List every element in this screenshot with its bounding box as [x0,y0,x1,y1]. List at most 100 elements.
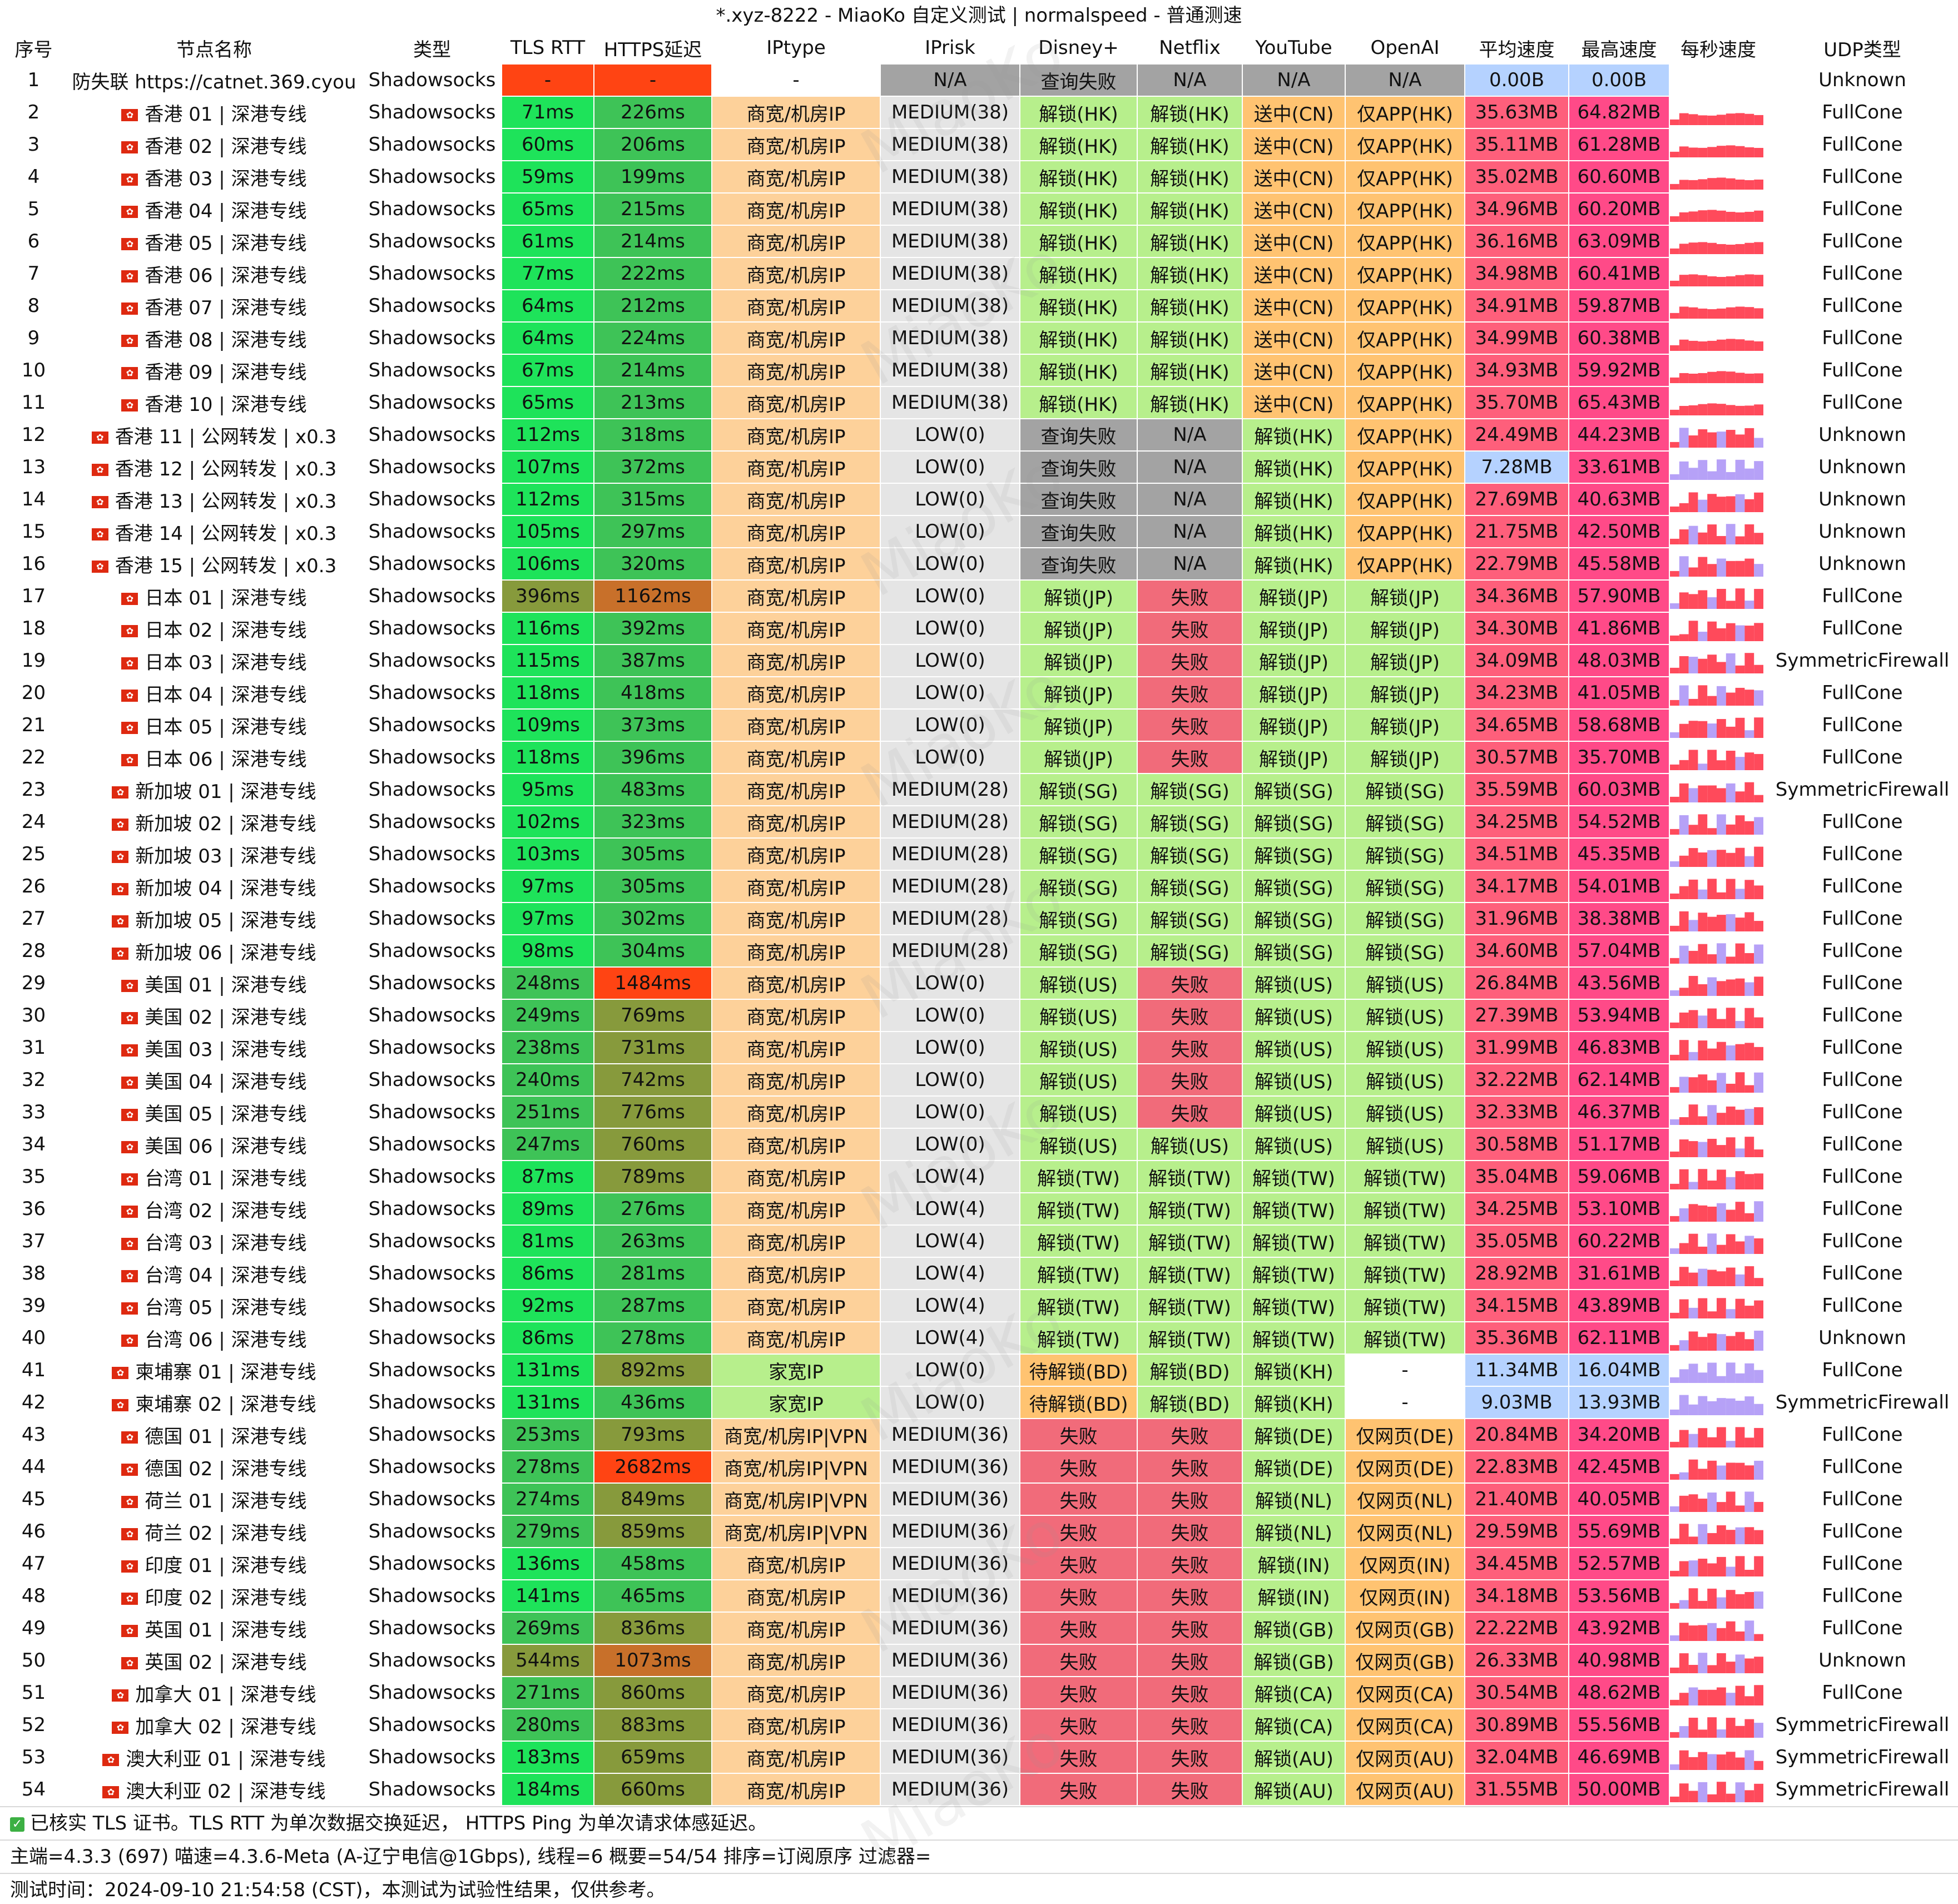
https-delay: 731ms [593,1031,712,1064]
table-row[interactable]: 25 ✿ 新加坡 03 | 深港专线 Shadowsocks 103ms 305ms 商宽/… [1,837,1958,871]
table-row[interactable]: 8 ✿ 香港 07 | 深港专线 Shadowsocks 64ms 212ms 商宽/机房I… [1,289,1958,323]
table-row[interactable]: 54 ✿ 澳大利亚 02 | 深港专线 Shadowsocks 184ms 660ms 商宽… [1,1773,1958,1806]
speed-bar [1726,145,1736,157]
table-row[interactable]: 22 ✿ 日本 06 | 深港专线 Shadowsocks 118ms 396ms 商宽/机… [1,741,1958,774]
table-row[interactable]: 23 ✿ 新加坡 01 | 深港专线 Shadowsocks 95ms 483ms 商宽/机… [1,773,1958,806]
table-row[interactable]: 46 ✿ 荷兰 02 | 深港专线 Shadowsocks 279ms 859ms 商宽/机… [1,1515,1958,1548]
table-row[interactable]: 28 ✿ 新加坡 06 | 深港专线 Shadowsocks 98ms 304ms 商宽/机… [1,934,1958,968]
table-row[interactable]: 15 ✿ 香港 14 | 公网转发 | x0.3 Shadowsocks 105ms 29… [1,515,1958,548]
table-row[interactable]: 48 ✿ 印度 02 | 深港专线 Shadowsocks 141ms 465ms 商宽/机… [1,1579,1958,1613]
udp-type: FullCone [1767,1095,1958,1129]
table-row[interactable]: 3 ✿ 香港 02 | 深港专线 Shadowsocks 60ms 206ms 商宽/机房I… [1,128,1958,161]
table-row[interactable]: 44 ✿ 德国 02 | 深港专线 Shadowsocks 278ms 2682ms 商宽/… [1,1450,1958,1484]
table-row[interactable]: 4 ✿ 香港 03 | 深港专线 Shadowsocks 59ms 199ms 商宽/机房I… [1,160,1958,194]
per-second-speed [1669,1612,1768,1645]
col-header-iprisk[interactable]: IPrisk [880,31,1020,65]
table-row[interactable]: 7 ✿ 香港 06 | 深港专线 Shadowsocks 77ms 222ms 商宽/机房I… [1,257,1958,290]
table-row[interactable]: 35 ✿ 台湾 01 | 深港专线 Shadowsocks 87ms 789ms 商宽/机房… [1,1160,1958,1193]
col-header-openai[interactable]: OpenAI [1345,31,1465,65]
openai-status: 仅APP(HK) [1345,450,1465,484]
table-row[interactable]: 12 ✿ 香港 11 | 公网转发 | x0.3 Shadowsocks 112ms 31… [1,418,1958,452]
per-second-speed [1669,192,1768,226]
max-speed: 53.10MB [1568,1192,1670,1226]
max-speed: 45.35MB [1568,837,1670,871]
table-row[interactable]: 18 ✿ 日本 02 | 深港专线 Shadowsocks 116ms 392ms 商宽/机… [1,612,1958,645]
col-header-per-second[interactable]: 每秒速度 [1669,31,1768,65]
table-row[interactable]: 24 ✿ 新加坡 02 | 深港专线 Shadowsocks 102ms 323ms 商宽/… [1,805,1958,839]
table-row[interactable]: 2 ✿ 香港 01 | 深港专线 Shadowsocks 71ms 226ms 商宽/机房I… [1,96,1958,129]
table-row[interactable]: 33 ✿ 美国 05 | 深港专线 Shadowsocks 251ms 776ms 商宽/机… [1,1095,1958,1129]
node-name-cell: ✿ 新加坡 02 | 深港专线 [65,805,363,839]
table-row[interactable]: 10 ✿ 香港 09 | 深港专线 Shadowsocks 67ms 214ms 商宽/机房… [1,354,1958,387]
speed-bar [1717,1244,1726,1254]
table-row[interactable]: 19 ✿ 日本 03 | 深港专线 Shadowsocks 115ms 387ms 商宽/机… [1,644,1958,677]
row-index: 10 [1,354,66,387]
table-row[interactable]: 6 ✿ 香港 05 | 深港专线 Shadowsocks 61ms 214ms 商宽/机房I… [1,225,1958,258]
speed-bar [1754,717,1763,738]
speed-bar [1717,459,1726,480]
speed-bar [1707,954,1717,964]
col-header-https-delay[interactable]: HTTPS延迟 [593,31,712,65]
col-header-tls-rtt[interactable]: TLS RTT [501,31,594,65]
col-header-max-speed[interactable]: 最高速度 [1568,31,1670,65]
youtube-status: 解锁(JP) [1242,708,1346,742]
table-row[interactable]: 14 ✿ 香港 13 | 公网转发 | x0.3 Shadowsocks 112ms 31… [1,483,1958,516]
table-row[interactable]: 13 ✿ 香港 12 | 公网转发 | x0.3 Shadowsocks 107ms 37… [1,450,1958,484]
col-header-disney[interactable]: Disney+ [1019,31,1138,65]
table-row[interactable]: 38 ✿ 台湾 04 | 深港专线 Shadowsocks 86ms 281ms 商宽/机房… [1,1257,1958,1290]
table-row[interactable]: 51 ✿ 加拿大 01 | 深港专线 Shadowsocks 271ms 860ms 商宽/… [1,1676,1958,1709]
table-row[interactable]: 30 ✿ 美国 02 | 深港专线 Shadowsocks 249ms 769ms 商宽/机… [1,999,1958,1032]
table-row[interactable]: 40 ✿ 台湾 06 | 深港专线 Shadowsocks 86ms 278ms 商宽/机房… [1,1321,1958,1355]
table-row[interactable]: 45 ✿ 荷兰 01 | 深港专线 Shadowsocks 274ms 849ms 商宽/机… [1,1482,1958,1516]
https-delay: 213ms [593,386,712,419]
youtube-status: 解锁(DE) [1242,1418,1346,1451]
table-row[interactable]: 29 ✿ 美国 01 | 深港专线 Shadowsocks 248ms 1484ms 商宽/… [1,966,1958,1000]
ip-type: 商宽/机房IP [711,96,881,129]
table-row[interactable]: 26 ✿ 新加坡 04 | 深港专线 Shadowsocks 97ms 305ms 商宽/机… [1,870,1958,903]
col-header-udp-type[interactable]: UDP类型 [1767,31,1958,65]
col-header-youtube[interactable]: YouTube [1242,31,1346,65]
table-row[interactable]: 1 防失联 https://catnet.369.cyou Shadowsocks -… [1,63,1958,97]
netflix-status: 解锁(HK) [1137,321,1243,355]
table-row[interactable]: 34 ✿ 美国 06 | 深港专线 Shadowsocks 247ms 760ms 商宽/机… [1,1128,1958,1161]
table-row[interactable]: 31 ✿ 美国 03 | 深港专线 Shadowsocks 238ms 731ms 商宽/机… [1,1031,1958,1064]
protocol-type: Shadowsocks [362,63,502,97]
https-delay: 226ms [593,96,712,129]
speed-bar [1707,564,1717,577]
table-row[interactable]: 42 ✿ 柬埔寨 02 | 深港专线 Shadowsocks 131ms 436ms 家宽I… [1,1386,1958,1419]
table-row[interactable]: 11 ✿ 香港 10 | 深港专线 Shadowsocks 65ms 213ms 商宽/机房… [1,386,1958,419]
speed-bar [1754,1107,1763,1125]
table-row[interactable]: 39 ✿ 台湾 05 | 深港专线 Shadowsocks 92ms 287ms 商宽/机房… [1,1289,1958,1322]
table-row[interactable]: 52 ✿ 加拿大 02 | 深港专线 Shadowsocks 280ms 883ms 商宽/… [1,1708,1958,1742]
table-row[interactable]: 9 ✿ 香港 08 | 深港专线 Shadowsocks 64ms 224ms 商宽/机房I… [1,321,1958,355]
table-row[interactable]: 21 ✿ 日本 05 | 深港专线 Shadowsocks 109ms 373ms 商宽/机… [1,708,1958,742]
table-row[interactable]: 36 ✿ 台湾 02 | 深港专线 Shadowsocks 89ms 276ms 商宽/机房… [1,1192,1958,1226]
col-header-index[interactable]: 序号 [1,31,66,65]
node-name-cell: ✿ 澳大利亚 02 | 深港专线 [65,1773,363,1806]
col-header-avg-speed[interactable]: 平均速度 [1464,31,1569,65]
speed-bar [1688,1233,1698,1254]
max-speed: 44.23MB [1568,418,1670,452]
table-row[interactable]: 20 ✿ 日本 04 | 深港专线 Shadowsocks 118ms 418ms 商宽/机… [1,676,1958,710]
col-header-type[interactable]: 类型 [362,31,502,65]
table-row[interactable]: 41 ✿ 柬埔寨 01 | 深港专线 Shadowsocks 131ms 892ms 家宽I… [1,1353,1958,1387]
table-row[interactable]: 49 ✿ 英国 01 | 深港专线 Shadowsocks 269ms 836ms 商宽/机… [1,1612,1958,1645]
table-row[interactable]: 17 ✿ 日本 01 | 深港专线 Shadowsocks 396ms 1162ms 商宽/… [1,579,1958,613]
col-header-netflix[interactable]: Netflix [1137,31,1243,65]
table-row[interactable]: 32 ✿ 美国 04 | 深港专线 Shadowsocks 240ms 742ms 商宽/机… [1,1063,1958,1097]
col-header-name[interactable]: 节点名称 [65,31,363,65]
table-row[interactable]: 37 ✿ 台湾 03 | 深港专线 Shadowsocks 81ms 263ms 商宽/机房… [1,1224,1958,1258]
table-row[interactable]: 27 ✿ 新加坡 05 | 深港专线 Shadowsocks 97ms 302ms 商宽/机… [1,902,1958,935]
table-row[interactable]: 16 ✿ 香港 15 | 公网转发 | x0.3 Shadowsocks 106ms 32… [1,547,1958,581]
table-row[interactable]: 43 ✿ 德国 01 | 深港专线 Shadowsocks 253ms 793ms 商宽/机… [1,1418,1958,1451]
col-header-iptype[interactable]: IPtype [711,31,881,65]
table-row[interactable]: 53 ✿ 澳大利亚 01 | 深港专线 Shadowsocks 183ms 659ms 商宽… [1,1741,1958,1774]
node-name: 香港 02 | 深港专线 [145,135,307,158]
table-row[interactable]: 5 ✿ 香港 04 | 深港专线 Shadowsocks 65ms 215ms 商宽/机房I… [1,192,1958,226]
speed-bar [1735,1631,1745,1641]
netflix-status: 失败 [1137,1676,1243,1709]
table-row[interactable]: 47 ✿ 印度 01 | 深港专线 Shadowsocks 136ms 458ms 商宽/机… [1,1547,1958,1580]
table-row[interactable]: 50 ✿ 英国 02 | 深港专线 Shadowsocks 544ms 1073ms 商宽/… [1,1644,1958,1677]
row-index: 18 [1,612,66,645]
speed-sparkline [1671,653,1763,673]
